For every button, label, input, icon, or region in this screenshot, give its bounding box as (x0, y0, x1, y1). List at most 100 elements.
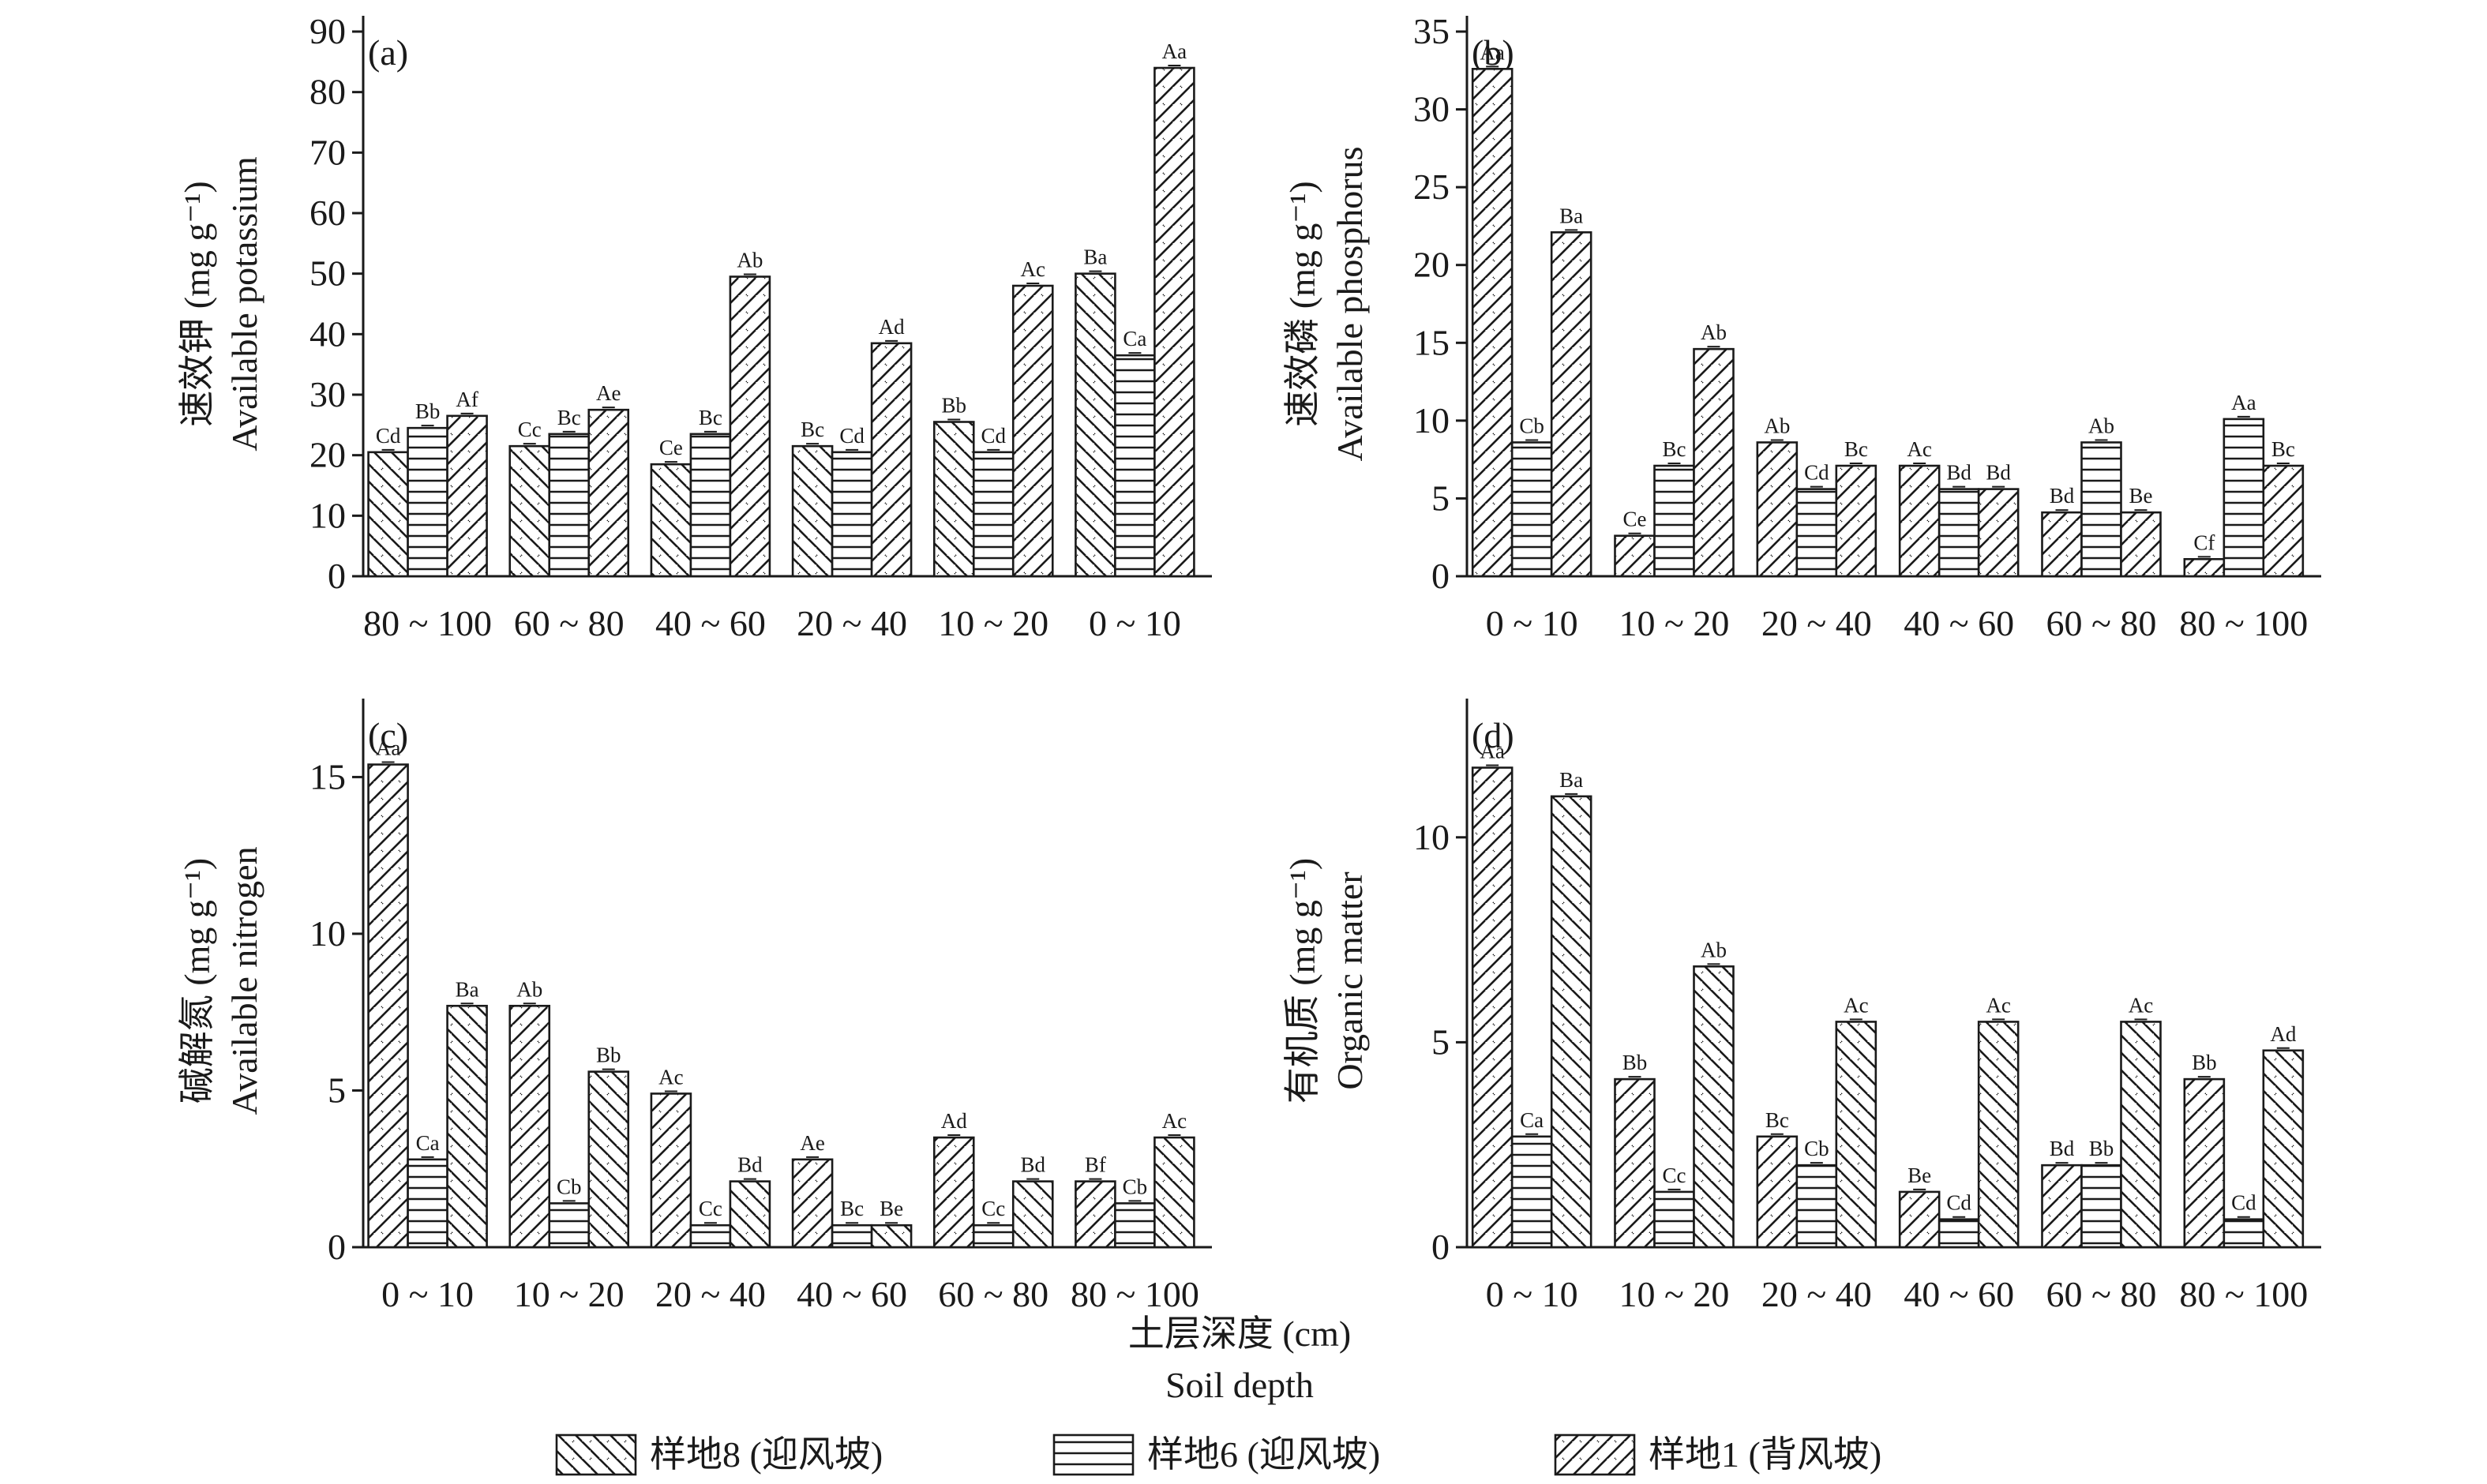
y-tick-label: 10 (1413, 400, 1450, 440)
bar (791, 1158, 834, 1249)
x-tick-label: 40 ~ 60 (1904, 1274, 2014, 1314)
bar-sig-label: Aa (1480, 740, 1504, 763)
x-tick-label: 80 ~ 100 (2179, 603, 2308, 643)
bar (367, 763, 409, 1249)
bar-sig-label: Cd (1946, 1191, 1971, 1215)
bar (1614, 534, 1656, 578)
bar (870, 1224, 913, 1249)
x-tick-label: 0 ~ 10 (1089, 603, 1181, 643)
bar (1795, 488, 1838, 578)
bar-sig-label: Bb (1622, 1051, 1648, 1074)
bar (870, 342, 913, 578)
bar-sig-label: Ae (800, 1131, 824, 1155)
bar (689, 1224, 732, 1249)
legend-swatch (1554, 1433, 1636, 1476)
bar-sig-label: Ac (1986, 993, 2010, 1017)
bar-sig-label: Ab (2088, 414, 2114, 437)
y-tick-label: 25 (1413, 167, 1450, 207)
bar (1075, 272, 1116, 578)
bar (1835, 464, 1877, 578)
bar-sig-label: Bc (840, 1197, 864, 1220)
bar-sig-label: Ac (1844, 993, 1868, 1017)
y-tick-label: 80 (309, 72, 346, 112)
bar-sig-label: Be (1907, 1164, 1931, 1187)
x-tick-label: 20 ~ 40 (655, 1274, 766, 1314)
bar-sig-label: Ac (1162, 1109, 1187, 1133)
bar (831, 451, 873, 578)
x-axis-title-cn: 土层深度 (cm) (1128, 1313, 1351, 1354)
bar (1011, 1180, 1054, 1249)
bar-sig-label: Ca (1520, 1108, 1544, 1132)
bar-sig-label: Cb (1519, 414, 1544, 437)
bar-sig-label: Ad (941, 1109, 967, 1133)
panel-label: (d) (1472, 715, 1514, 755)
y-tick-label: 60 (309, 193, 346, 233)
bar (1114, 354, 1156, 578)
bar-sig-label: Bc (699, 406, 722, 429)
y-tick-label: 10 (309, 495, 346, 535)
bar (2041, 511, 2083, 578)
bar (1937, 488, 1980, 578)
bar (729, 275, 771, 578)
y-tick-label: 20 (309, 435, 346, 475)
bar (1756, 441, 1799, 578)
bar-sig-label: Cb (557, 1175, 582, 1198)
chart-panel-d: 0 5 10 (d) 有机质 (mg g⁻¹) Organic matter Aa Ca Ba 0… (1282, 699, 2321, 1314)
bar-sig-label: Bd (2050, 484, 2075, 508)
x-tick-label: 60 ~ 80 (2046, 1274, 2157, 1314)
bar-sig-label: Bc (1765, 1108, 1789, 1132)
bar-sig-label: Aa (1162, 39, 1187, 63)
bar-sig-label: Bc (1844, 437, 1868, 461)
y-tick-label: 15 (309, 756, 346, 796)
bar-sig-label: Ba (1559, 204, 1583, 227)
bar (729, 1180, 771, 1249)
bar (2080, 441, 2122, 578)
bar-sig-label: Cd (2231, 1191, 2256, 1215)
bar-sig-label: Bb (415, 399, 441, 423)
bar-sig-label: Bb (2192, 1051, 2217, 1074)
bar-sig-label: Ba (1083, 245, 1107, 269)
legend-label: 样地6 (迎风坡) (1147, 1434, 1380, 1475)
x-tick-label: 40 ~ 60 (655, 603, 766, 643)
bar (1835, 1021, 1877, 1249)
bar (1937, 1218, 1980, 1249)
y-tick-label: 5 (328, 1070, 346, 1110)
bar-sig-label: Be (880, 1197, 903, 1220)
y-tick-label: 20 (1413, 245, 1450, 285)
legend-swatch (555, 1433, 637, 1476)
x-tick-label: 40 ~ 60 (1904, 603, 2014, 643)
y-tick-label: 70 (309, 132, 346, 172)
x-tick-label: 0 ~ 10 (1486, 1274, 1578, 1314)
bar-sig-label: Ca (1123, 327, 1146, 350)
panel-label: (a) (368, 32, 408, 73)
bar-sig-label: Ab (516, 977, 542, 1001)
bar (1795, 1164, 1838, 1249)
bar (1898, 464, 1941, 578)
bar-sig-label: Bc (1663, 437, 1686, 461)
bar-sig-label: Af (456, 388, 478, 411)
bar (2223, 418, 2265, 578)
y-axis-label-en: Available phosphorus (1330, 146, 1370, 461)
y-tick-label: 10 (309, 913, 346, 954)
bar-sig-label: Ac (2129, 993, 2153, 1017)
bar (2183, 558, 2226, 578)
bar-sig-label: Ce (1623, 508, 1647, 531)
y-tick-label: 0 (328, 556, 346, 596)
bar (2223, 1218, 2265, 1249)
bar-sig-label: Bd (1986, 461, 2011, 485)
bar-sig-label: Cc (699, 1197, 722, 1220)
y-tick-label: 0 (1431, 1227, 1450, 1267)
bar (1471, 766, 1514, 1249)
bar (972, 451, 1015, 578)
bar (1977, 1021, 2020, 1249)
y-axis-label-en: Organic matter (1330, 871, 1370, 1089)
x-tick-label: 80 ~ 100 (363, 603, 492, 643)
bar (689, 433, 732, 578)
x-axis-title-en: Soil depth (1165, 1365, 1314, 1405)
panel-label: (c) (368, 715, 408, 755)
bar-sig-label: Aa (376, 736, 400, 760)
bar (1011, 284, 1054, 578)
bar (932, 421, 975, 578)
legend-swatch (1052, 1433, 1135, 1476)
bar-sig-label: Ad (879, 315, 905, 339)
